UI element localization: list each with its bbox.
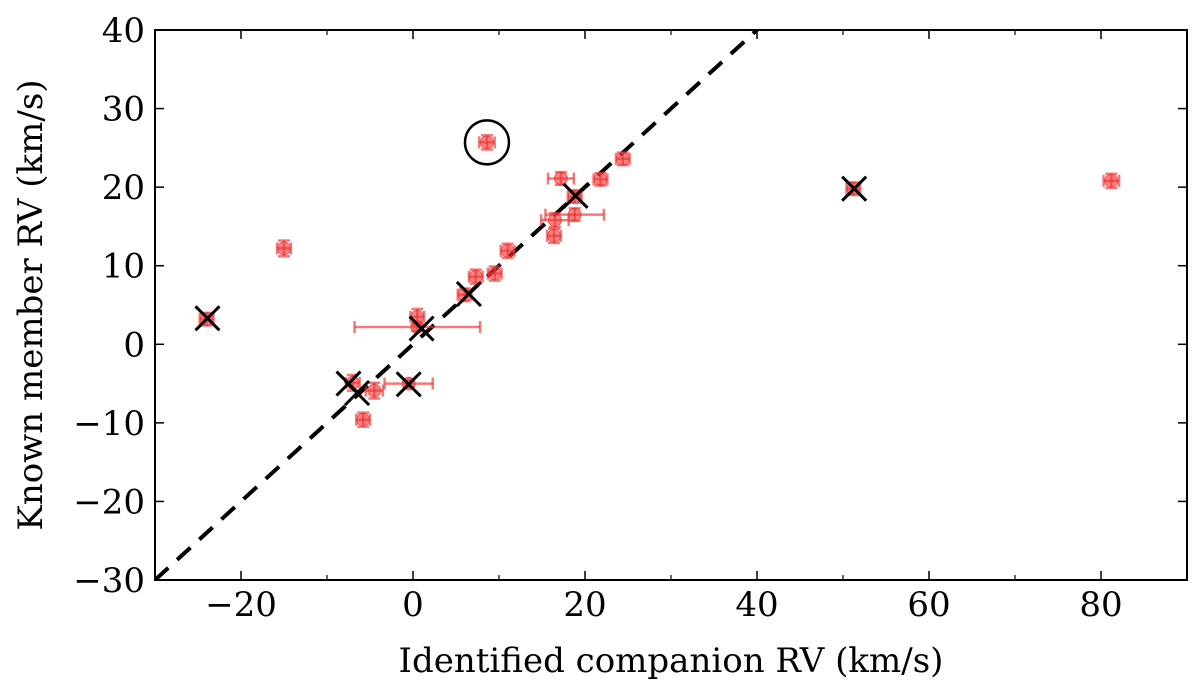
- y-tick-label: −10: [73, 404, 145, 444]
- data-point: [499, 242, 516, 260]
- plot-frame: [154, 29, 1188, 581]
- x-marker-stroke: [562, 182, 589, 209]
- data-point: [275, 239, 293, 258]
- data-point: [1102, 172, 1121, 190]
- x-marker-stroke: [408, 315, 435, 342]
- x-marker: [344, 379, 371, 407]
- data-point: [592, 171, 609, 187]
- x-tick-label: 20: [563, 585, 606, 625]
- point-marker: [479, 135, 494, 150]
- data-point: [546, 170, 576, 187]
- data-point: [486, 265, 503, 282]
- x-marker: [194, 305, 221, 332]
- axis-ticks: −20 0 20 40 60 80 −30 −20 −10 0 10 20 30 40: [73, 11, 1188, 625]
- data-point: [614, 151, 631, 167]
- data-point: [354, 411, 372, 429]
- x-marker: [841, 175, 868, 202]
- x-marker: [408, 315, 435, 342]
- x-marker: [455, 280, 482, 308]
- data-point: [364, 381, 385, 400]
- x-marker-stroke: [455, 280, 482, 308]
- point-marker: [567, 207, 582, 222]
- data-point: [545, 227, 563, 245]
- y-tick-label: 30: [102, 90, 145, 130]
- y-tick-label: 40: [102, 11, 145, 51]
- x-marker-stroke: [194, 305, 221, 332]
- one-to-one-line: [155, 30, 760, 580]
- y-tick-label: 0: [123, 325, 145, 365]
- point-marker: [468, 269, 483, 284]
- y-tick-label: 10: [102, 247, 145, 287]
- x-tick-label: 60: [907, 585, 950, 625]
- y-tick-label: 20: [102, 168, 145, 208]
- data-point: [544, 207, 606, 223]
- data-point: [477, 134, 496, 151]
- x-tick-label: −20: [205, 585, 277, 625]
- x-marker-stroke: [841, 175, 868, 202]
- point-marker: [277, 241, 291, 256]
- point-marker: [547, 228, 562, 243]
- x-marker-stroke: [344, 379, 371, 407]
- data-point: [467, 268, 484, 286]
- point-marker: [615, 151, 630, 166]
- point-marker: [500, 243, 515, 258]
- x-tick-label: 40: [735, 585, 778, 625]
- point-marker: [593, 172, 608, 187]
- x-marker-stroke: [395, 371, 422, 398]
- highlight-circle: [463, 119, 511, 166]
- y-tick-label: −30: [73, 561, 145, 601]
- x-marker: [562, 182, 589, 209]
- data-layer: [155, 30, 1121, 580]
- point-marker: [367, 383, 382, 398]
- x-tick-label: 0: [402, 585, 424, 625]
- point-marker: [356, 412, 371, 427]
- y-tick-label: −20: [73, 482, 145, 522]
- x-marker: [395, 371, 422, 398]
- point-marker: [553, 171, 568, 186]
- point-marker: [1104, 173, 1119, 188]
- x-axis-label: Identified companion RV (km/s): [399, 641, 944, 681]
- point-marker: [487, 266, 502, 281]
- x-tick-label: 80: [1079, 585, 1122, 625]
- y-axis-label: Known member RV (km/s): [11, 79, 51, 530]
